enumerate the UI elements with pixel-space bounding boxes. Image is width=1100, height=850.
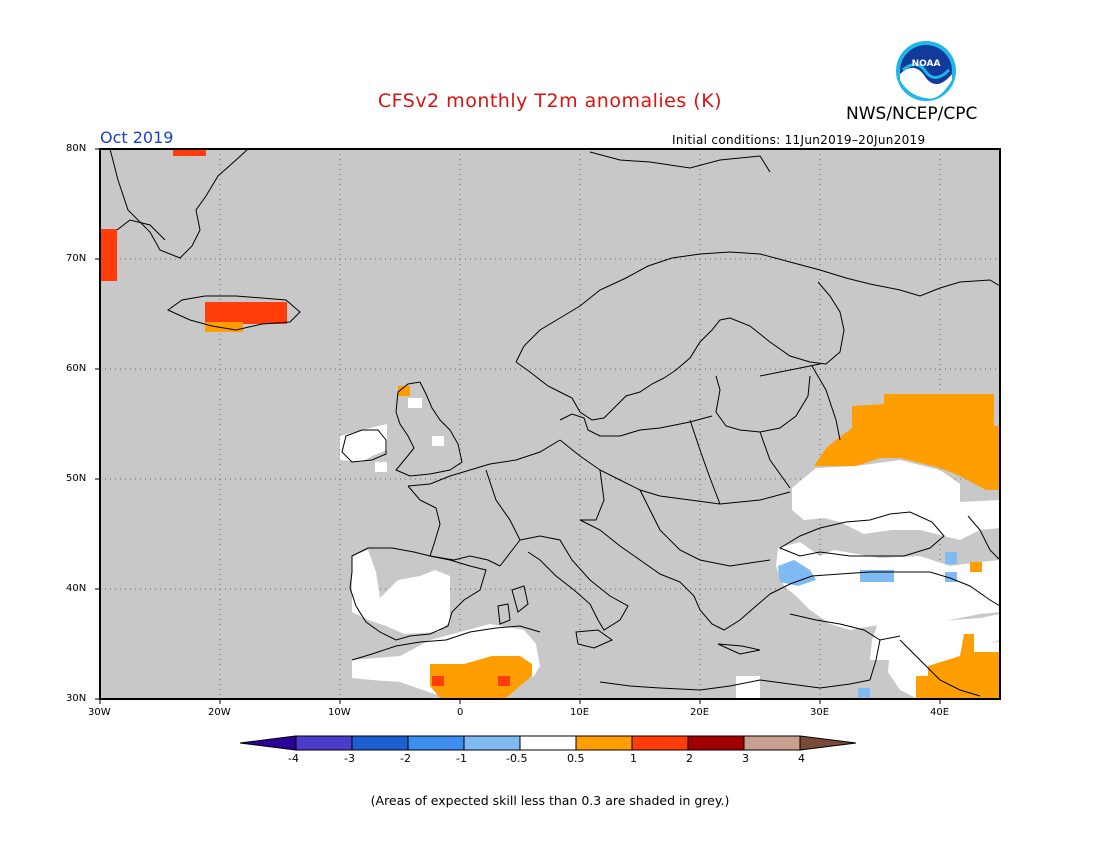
anomaly-cell <box>498 676 510 686</box>
colorbar-label: 0.5 <box>567 752 585 765</box>
colorbar-label: 3 <box>742 752 749 765</box>
anomaly-cell <box>792 460 1000 540</box>
anomaly-cell <box>858 688 870 699</box>
noaa-logo-text: NOAA <box>912 59 941 69</box>
colorbar-arrow-high <box>799 735 857 751</box>
anomaly-cell <box>432 436 444 446</box>
map-title: CFSv2 monthly T2m anomalies (K) <box>377 90 723 112</box>
anomaly-cell <box>814 394 1000 490</box>
lon-tick-label: 10W <box>328 707 351 718</box>
colorbar-segment <box>519 735 577 751</box>
colorbar-segment <box>407 735 465 751</box>
anomaly-cell <box>205 322 243 332</box>
anomaly-shading <box>100 149 1000 699</box>
anomaly-cell <box>375 462 387 472</box>
anomaly-cell <box>398 386 410 396</box>
colorbar-segment <box>463 735 521 751</box>
colorbar-label: 1 <box>630 752 637 765</box>
anomaly-cell <box>432 676 444 686</box>
valid-month-label: Oct 2019 <box>100 128 174 147</box>
colorbar-label: -3 <box>344 752 355 765</box>
anomaly-cell <box>352 550 450 634</box>
lat-tick-label: 40N <box>66 583 87 594</box>
lon-tick-label: 0 <box>457 707 464 718</box>
anomaly-cell <box>970 562 982 572</box>
noaa-logo: NOAA <box>896 41 956 101</box>
agency-label: NWS/NCEP/CPC <box>846 104 978 124</box>
anomaly-cell <box>408 398 422 408</box>
anomaly-cell <box>945 572 957 582</box>
coastlines <box>109 148 1001 697</box>
skill-footnote: (Areas of expected skill less than 0.3 a… <box>370 793 730 808</box>
map-frame <box>99 148 1001 700</box>
lon-tick-label: 30E <box>810 707 830 718</box>
anomaly-cell <box>430 656 532 698</box>
colorbar-label: -1 <box>456 752 467 765</box>
anomaly-cell <box>100 229 117 281</box>
anomaly-cell <box>173 149 206 156</box>
lon-tick-label: 10E <box>570 707 590 718</box>
colorbar-segment <box>631 735 689 751</box>
lat-tick-label: 30N <box>66 693 87 704</box>
lon-tick-label: 20E <box>690 707 710 718</box>
anomaly-cell <box>205 302 287 324</box>
lat-tick-label: 80N <box>66 143 87 154</box>
colorbar-segment <box>687 735 745 751</box>
lon-tick-label: 40E <box>930 707 950 718</box>
anomaly-cell <box>945 552 957 564</box>
tick-marks <box>95 148 941 704</box>
colorbar-arrow-low <box>239 735 297 751</box>
anomaly-cell <box>778 560 816 586</box>
lon-tick-label: 20W <box>208 707 231 718</box>
colorbar-segment <box>575 735 633 751</box>
colorbar-segment <box>295 735 353 751</box>
colorbar-label: -2 <box>400 752 411 765</box>
lat-tick-label: 50N <box>66 473 87 484</box>
colorbar-segment <box>743 735 801 751</box>
colorbar-label: 4 <box>798 752 805 765</box>
lat-tick-label: 60N <box>66 363 87 374</box>
lon-tick-label: 30W <box>88 707 111 718</box>
initial-conditions-label: Initial conditions: 11Jun2019–20Jun2019 <box>672 133 926 147</box>
anomaly-cell <box>860 570 894 582</box>
lat-tick-label: 70N <box>66 253 87 264</box>
colorbar-segment <box>351 735 409 751</box>
colorbar-label: -4 <box>288 752 299 765</box>
colorbar-label: -0.5 <box>506 752 528 765</box>
anomaly-cell <box>776 542 1000 630</box>
anomaly-cell <box>916 634 1000 698</box>
colorbar-label: 2 <box>686 752 693 765</box>
